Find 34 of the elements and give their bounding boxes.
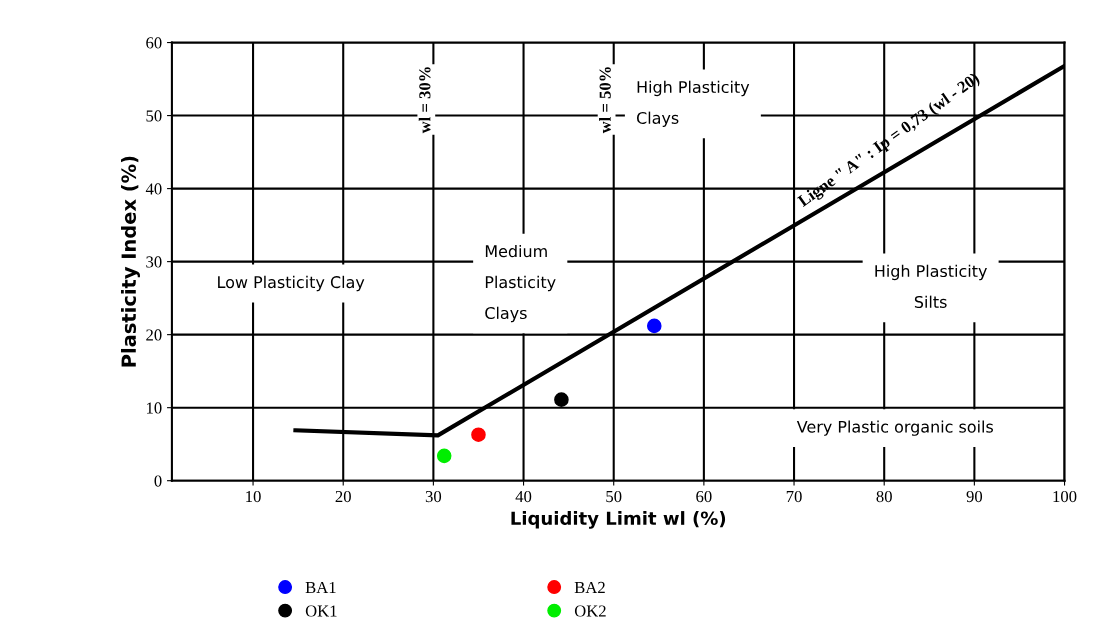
x-tick-label: 60 bbox=[696, 490, 712, 503]
legend-label: OK1 bbox=[305, 605, 337, 617]
y-tick-label: 20 bbox=[146, 329, 162, 341]
y-tick-label: 30 bbox=[146, 256, 162, 268]
point bbox=[647, 318, 662, 334]
legend-label: BA1 bbox=[305, 581, 336, 593]
point bbox=[436, 448, 452, 464]
x-tick-label: 50 bbox=[606, 490, 622, 503]
x-tick-label: 70 bbox=[786, 490, 802, 503]
x-tick-label: 10 bbox=[246, 490, 261, 503]
legend-label: OK2 bbox=[574, 605, 606, 617]
x-tick-label: 80 bbox=[876, 490, 892, 503]
y-tick-label: 60 bbox=[146, 37, 162, 49]
x-tick-label: 90 bbox=[966, 490, 983, 503]
x-tick-label: 20 bbox=[335, 490, 351, 503]
annotation: Medium Plasticity Clays bbox=[485, 244, 556, 323]
x-tick-label: 40 bbox=[515, 490, 532, 503]
point bbox=[471, 427, 486, 442]
x-axis-title: Liquidity Limit wl (%) bbox=[511, 511, 726, 529]
annotation: High Plasticity Clays bbox=[636, 80, 750, 128]
x-tick-label: 30 bbox=[425, 490, 442, 503]
annotation: High Plasticity Silts bbox=[875, 264, 987, 308]
annotation: Very Plastic organic soils bbox=[796, 420, 994, 436]
annotation: wl = 50% bbox=[599, 67, 611, 134]
y-axis-title: Plasticity Index (%) bbox=[121, 156, 140, 367]
annotation: Low Plasticity Clay bbox=[218, 275, 365, 292]
y-tick-label: 0 bbox=[154, 475, 162, 487]
y-tick-label: 40 bbox=[145, 183, 162, 195]
y-tick-label: 50 bbox=[146, 110, 162, 122]
legend-label: BA2 bbox=[574, 581, 605, 593]
y-tick-label: 10 bbox=[146, 402, 162, 414]
annotation: wl = 30% bbox=[418, 67, 431, 134]
x-tick-label: 100 bbox=[1053, 490, 1077, 503]
point bbox=[554, 392, 569, 407]
